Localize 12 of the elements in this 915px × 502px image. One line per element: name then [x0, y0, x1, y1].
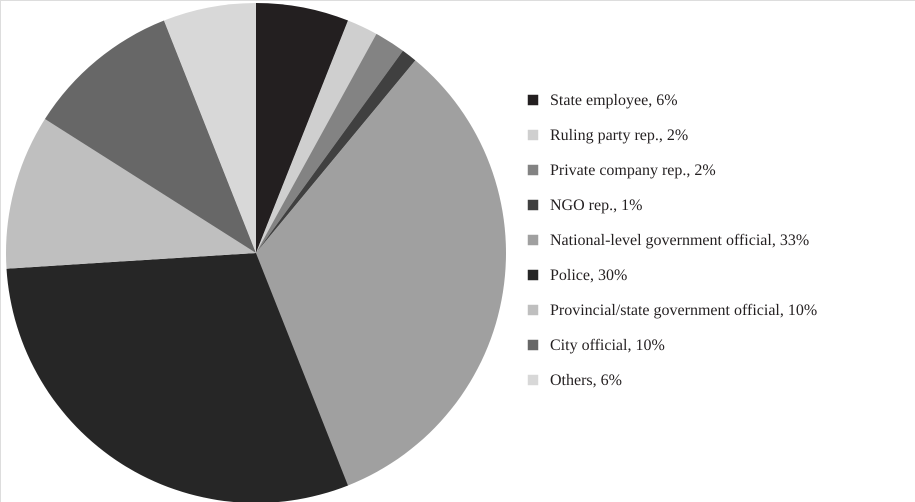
legend-label: State employee, 6%	[550, 92, 678, 109]
legend-label: Ruling party rep., 2%	[550, 127, 688, 144]
legend-label: National-level government official, 33%	[550, 232, 810, 249]
legend-label: Police, 30%	[550, 267, 628, 284]
pie-slice	[6, 119, 256, 269]
legend-label: City official, 10%	[550, 337, 665, 354]
legend-label: Private company rep., 2%	[550, 162, 716, 179]
legend-label: Provincial/state government official, 10%	[550, 302, 818, 319]
pie-slice	[256, 60, 506, 486]
legend-label: NGO rep., 1%	[550, 197, 642, 214]
pie-slice	[44, 20, 256, 253]
legend-label: Others, 6%	[550, 372, 622, 389]
